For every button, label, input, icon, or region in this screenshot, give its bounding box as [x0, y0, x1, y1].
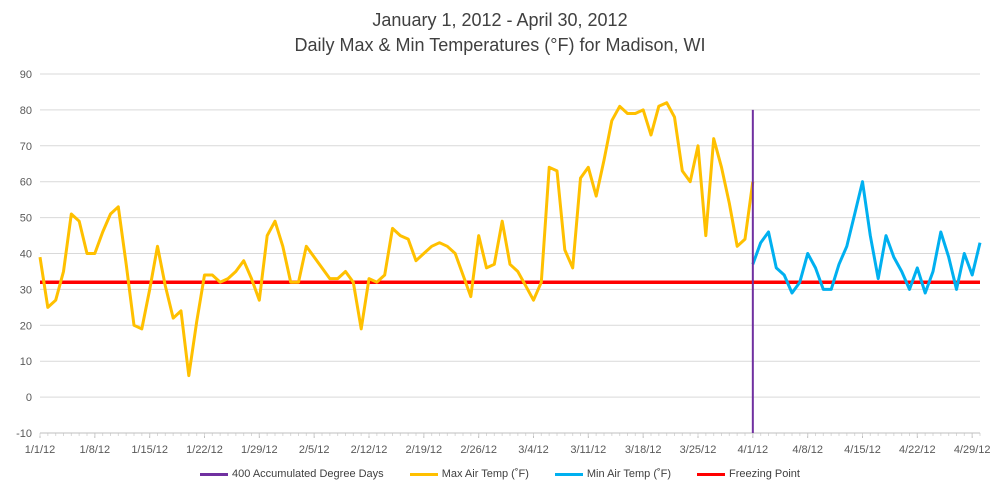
- y-tick-label: 50: [20, 213, 32, 225]
- legend: 400 Accumulated Degree Days Max Air Temp…: [0, 468, 1000, 480]
- legend-swatch-blue: [554, 472, 583, 476]
- legend-item-freezing: Freezing Point: [697, 468, 800, 480]
- y-tick-label: 30: [20, 284, 32, 296]
- y-tick-label: 10: [20, 356, 32, 368]
- x-tick-label: 4/1/12: [738, 444, 769, 456]
- x-tick-label: 1/29/12: [241, 444, 278, 456]
- x-tick-label: 3/4/12: [518, 444, 549, 456]
- y-tick-label: 60: [20, 177, 32, 189]
- legend-item-min-temp: Min Air Temp (˚F): [554, 468, 672, 480]
- x-tick-label: 3/25/12: [680, 444, 717, 456]
- legend-swatch-red: [697, 472, 726, 476]
- legend-label-min-temp: Min Air Temp (˚F): [586, 468, 672, 480]
- x-tick-label: 1/15/12: [131, 444, 168, 456]
- x-tick-label: 4/15/12: [844, 444, 881, 456]
- x-tick-label: 2/12/12: [351, 444, 388, 456]
- chart-subtitle: Daily Max & Min Temperatures (°F) for Ma…: [294, 35, 706, 55]
- x-tick-label: 2/19/12: [405, 444, 442, 456]
- x-tick-label: 3/11/12: [570, 444, 606, 456]
- legend-label-degree-days: 400 Accumulated Degree Days: [232, 468, 384, 480]
- x-tick-label: 1/1/12: [25, 444, 56, 456]
- legend-swatch-orange: [409, 472, 438, 476]
- y-tick-label: 20: [20, 320, 32, 332]
- x-tick-label: 1/8/12: [80, 444, 111, 456]
- x-tick-label: 1/22/12: [186, 444, 223, 456]
- legend-label-max-temp: Max Air Temp (˚F): [441, 468, 529, 480]
- legend-item-degree-days: 400 Accumulated Degree Days: [200, 468, 384, 480]
- x-tick-label: 4/29/12: [954, 444, 991, 456]
- legend-item-max-temp: Max Air Temp (˚F): [409, 468, 529, 480]
- y-tick-label: 0: [26, 392, 32, 404]
- x-tick-label: 4/8/12: [792, 444, 823, 456]
- y-tick-label: 80: [20, 105, 32, 117]
- y-tick-label: -10: [16, 428, 32, 440]
- x-tick-label: 2/5/12: [299, 444, 330, 456]
- chart-title: January 1, 2012 - April 30, 2012: [372, 10, 628, 30]
- x-tick-label: 3/18/12: [625, 444, 662, 456]
- y-tick-label: 70: [20, 141, 32, 153]
- y-tick-label: 40: [20, 249, 32, 261]
- x-tick-label: 2/26/12: [460, 444, 497, 456]
- legend-swatch-purple: [200, 472, 229, 476]
- legend-label-freezing: Freezing Point: [729, 468, 800, 480]
- max-temp-line: [38, 101, 755, 378]
- x-tick-label: 4/22/12: [899, 444, 936, 456]
- y-tick-label: 90: [20, 69, 32, 81]
- min-temp-line: [751, 180, 982, 295]
